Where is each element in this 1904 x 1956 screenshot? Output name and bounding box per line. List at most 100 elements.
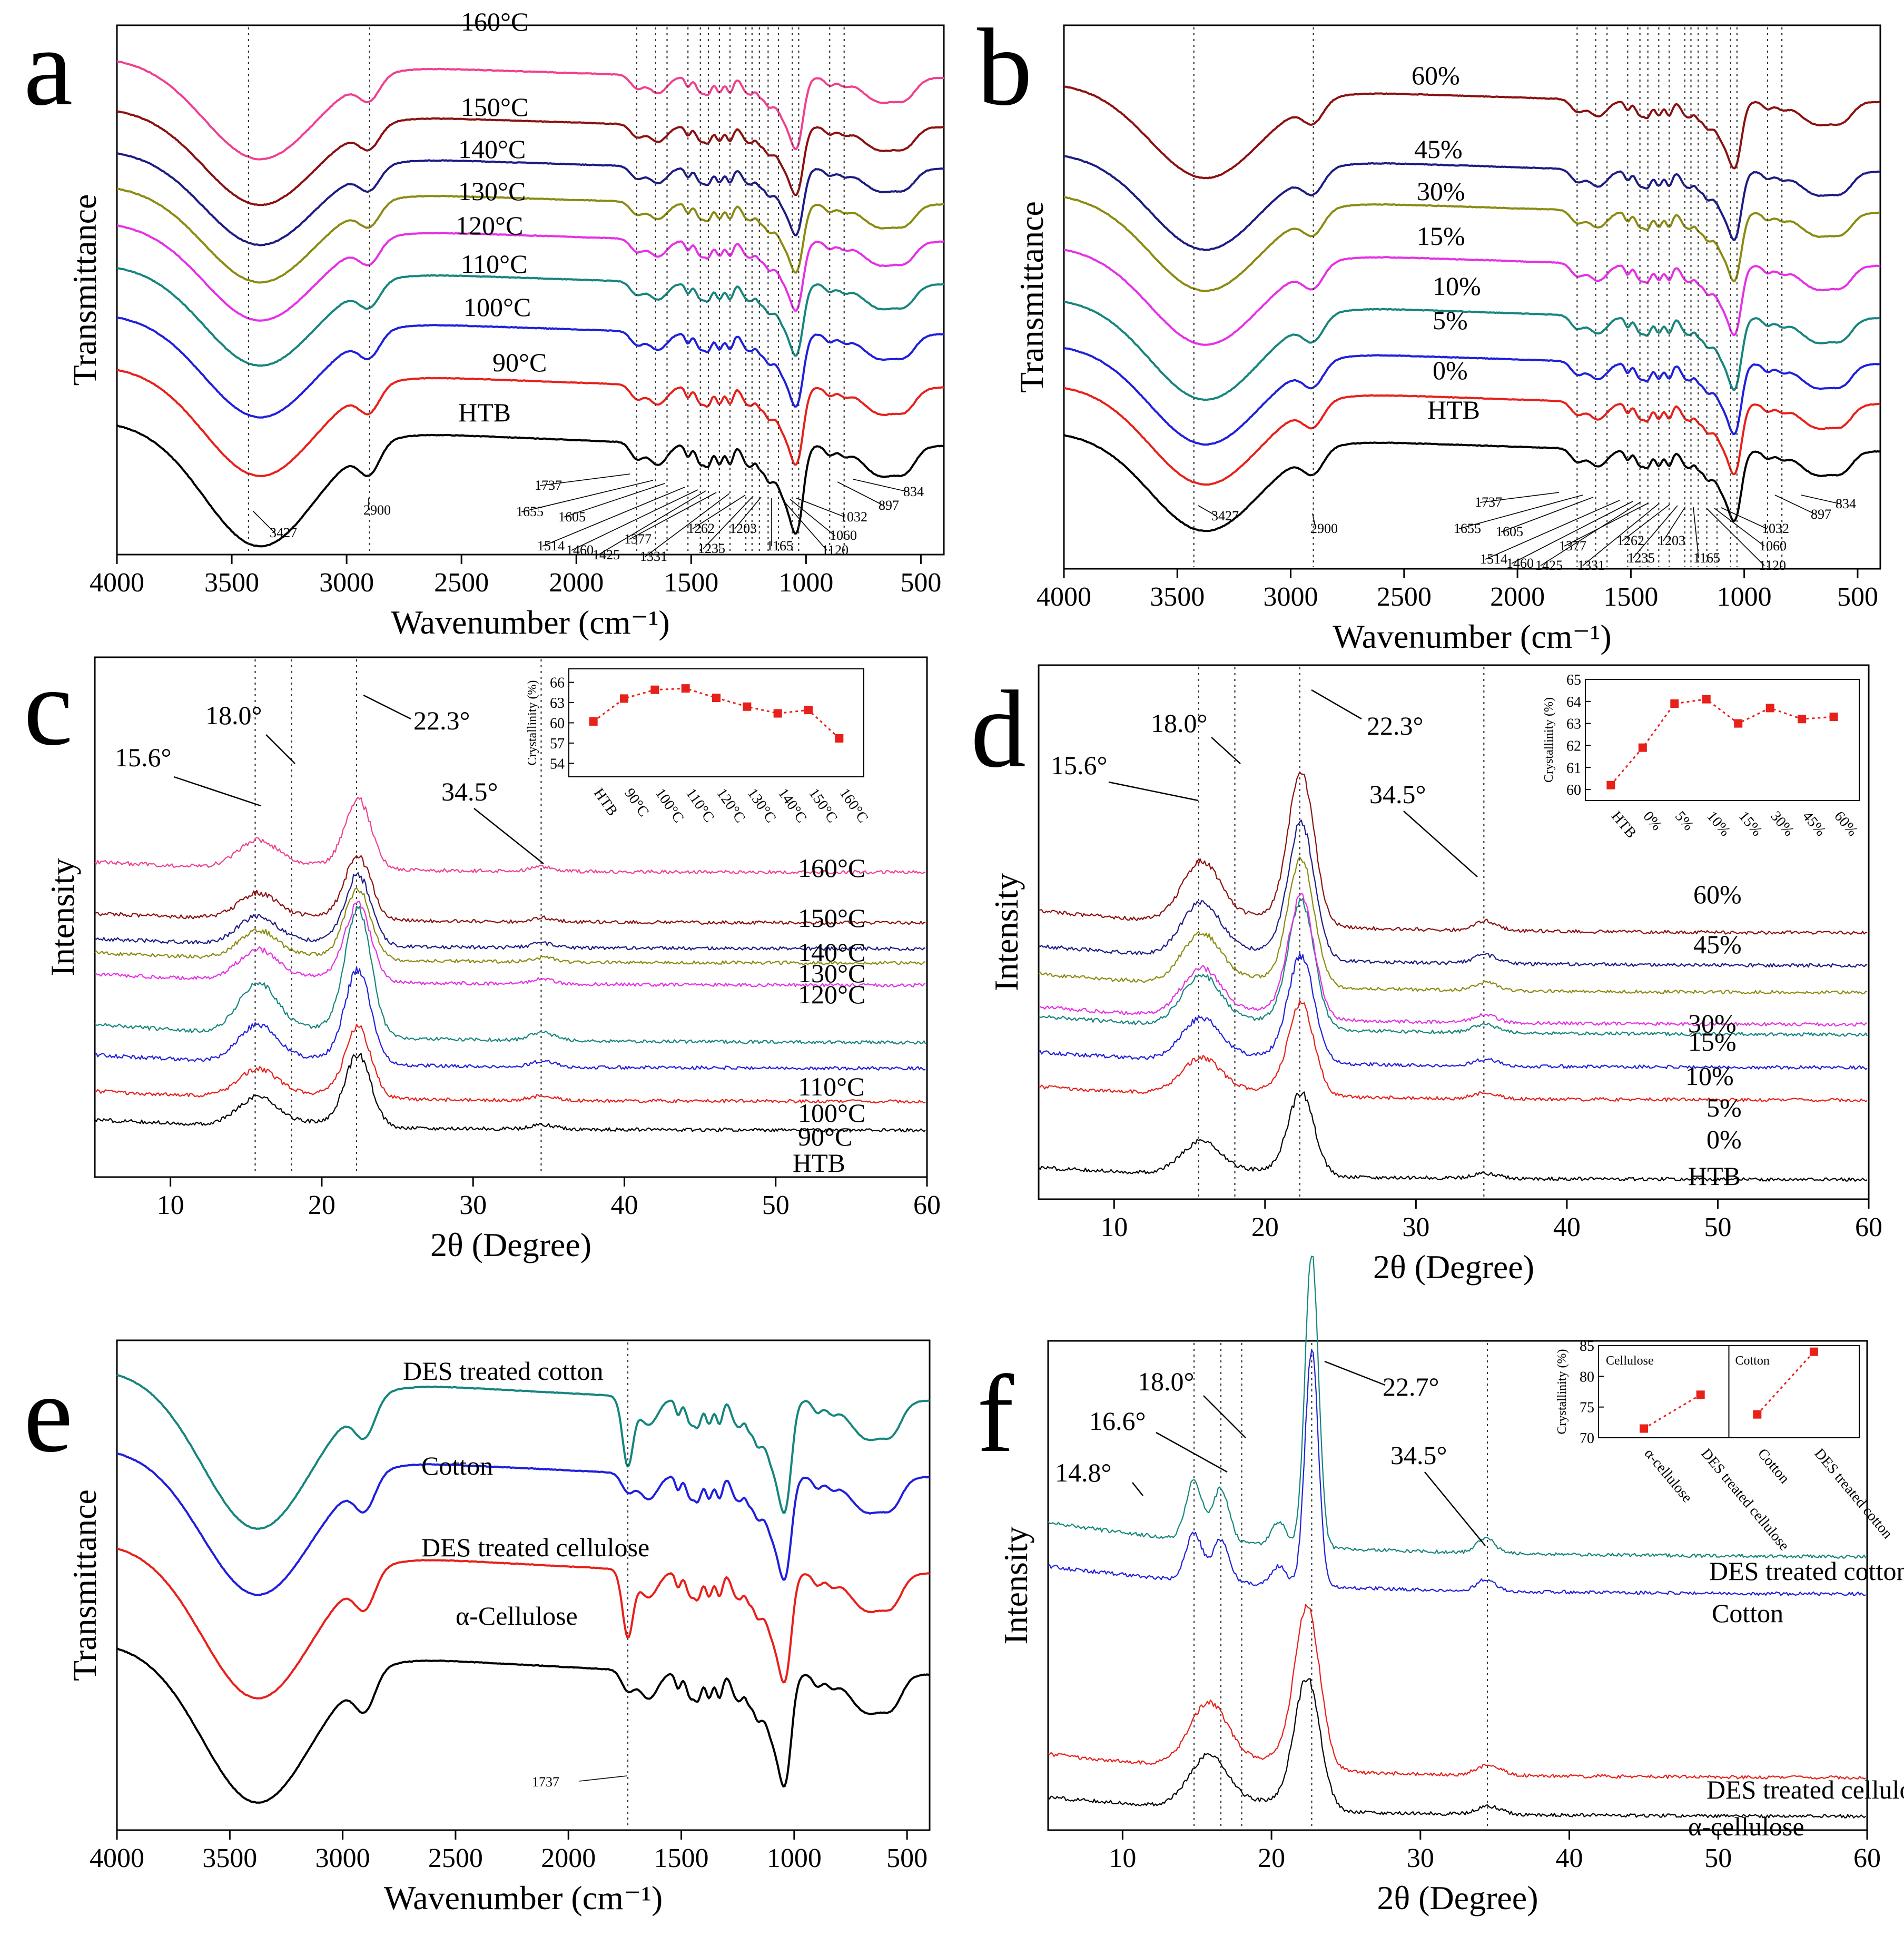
peak-leader bbox=[1203, 1395, 1246, 1438]
inset-y-label: Crystallinity (%) bbox=[1542, 697, 1556, 783]
inset-y-tick-label: 61 bbox=[1566, 760, 1581, 776]
x-axis-label: 2θ (Degree) bbox=[1373, 1248, 1534, 1286]
inset-x-tick-label: 0% bbox=[1640, 808, 1665, 834]
series-label: DES treated cellulose bbox=[1706, 1775, 1904, 1804]
series-line-4 bbox=[1063, 249, 1881, 346]
peak-leader bbox=[1582, 503, 1660, 566]
peak-label: 1235 bbox=[1627, 550, 1655, 566]
peak-leader bbox=[539, 473, 630, 486]
inset-y-tick-label: 75 bbox=[1580, 1400, 1594, 1416]
inset-point bbox=[1753, 1410, 1762, 1419]
series-line-0 bbox=[1063, 434, 1881, 532]
x-axis-label: Wavenumber (cm⁻¹) bbox=[384, 1879, 663, 1917]
x-tick-label: 3500 bbox=[202, 1843, 257, 1873]
x-tick-label: 2000 bbox=[1490, 582, 1545, 612]
peak-leader bbox=[837, 481, 884, 506]
peak-leader bbox=[645, 493, 730, 557]
inset-x-tick-label: 100°C bbox=[652, 785, 687, 826]
series-label: HTB bbox=[1427, 395, 1480, 424]
x-tick-label: 2500 bbox=[1377, 582, 1432, 612]
inset-point bbox=[1640, 1424, 1649, 1433]
peak-label: 1331 bbox=[640, 549, 667, 564]
peak-label: 1165 bbox=[766, 538, 793, 554]
series-line-3 bbox=[116, 266, 944, 367]
x-tick-label: 500 bbox=[1837, 582, 1878, 612]
peak-leader bbox=[734, 497, 762, 529]
peak-leader bbox=[1632, 505, 1678, 559]
x-tick-label: 3500 bbox=[204, 568, 259, 598]
series-line-2 bbox=[116, 316, 944, 419]
inset-x-tick-label: 60% bbox=[1831, 808, 1861, 839]
inset-group-label: Cellulose bbox=[1606, 1354, 1654, 1368]
peak-leader bbox=[363, 694, 411, 720]
series-line-5 bbox=[1063, 196, 1880, 292]
series-label: α-Cellulose bbox=[456, 1601, 578, 1631]
plot-frame bbox=[1047, 1340, 1868, 1831]
x-tick-label: 3000 bbox=[319, 568, 374, 598]
series-line-3 bbox=[1063, 300, 1881, 401]
x-axis-label: Wavenumber (cm⁻¹) bbox=[391, 604, 669, 641]
peak-label: 34.5° bbox=[1390, 1440, 1447, 1470]
inset-point bbox=[589, 717, 598, 726]
x-tick-label: 40 bbox=[610, 1190, 638, 1220]
series-label: 0% bbox=[1706, 1124, 1742, 1154]
panel-label: c bbox=[24, 646, 73, 768]
peak-label: 1120 bbox=[822, 542, 849, 558]
inset-x-tick-label: 110°C bbox=[683, 785, 717, 825]
series-line-3 bbox=[1048, 1256, 1867, 1559]
series-label: 60% bbox=[1412, 61, 1460, 90]
x-tick-label: 60 bbox=[1853, 1843, 1881, 1873]
series-label: HTB bbox=[1688, 1161, 1741, 1191]
peak-label: 834 bbox=[903, 484, 924, 499]
inset-y-tick-label: 64 bbox=[1566, 694, 1581, 710]
series-label: HTB bbox=[793, 1148, 845, 1178]
peak-label: 18.0° bbox=[1151, 708, 1208, 738]
peak-leader bbox=[473, 808, 544, 864]
series-line-3 bbox=[116, 1374, 930, 1530]
series-line-1 bbox=[1038, 1000, 1868, 1102]
peak-label: 1060 bbox=[1759, 538, 1787, 554]
series-label: 30% bbox=[1417, 176, 1465, 206]
series-line-6 bbox=[1063, 155, 1881, 251]
inset-y-tick-label: 60 bbox=[1566, 782, 1581, 798]
x-tick-label: 2500 bbox=[428, 1843, 483, 1873]
peak-leader bbox=[1311, 689, 1362, 720]
series-label: DES treated cotton bbox=[1709, 1556, 1904, 1586]
inset-point bbox=[1734, 719, 1743, 728]
peak-leader bbox=[1721, 507, 1768, 529]
peak-label: 1060 bbox=[830, 528, 857, 543]
peak-leader bbox=[1693, 507, 1699, 559]
series-line-5 bbox=[116, 187, 944, 284]
inset-point bbox=[835, 734, 844, 743]
inset-y-tick-label: 63 bbox=[1566, 716, 1581, 733]
inset-group-label: Cotton bbox=[1735, 1354, 1770, 1368]
x-tick-label: 3000 bbox=[315, 1843, 370, 1873]
peak-leader bbox=[703, 496, 754, 549]
y-axis-label: Intensity bbox=[44, 858, 81, 976]
series-line-5 bbox=[94, 887, 926, 965]
peak-leader bbox=[265, 734, 295, 764]
peak-label: 1425 bbox=[1535, 558, 1563, 573]
series-line-5 bbox=[1038, 856, 1868, 995]
inset-x-tick-label: 5% bbox=[1672, 808, 1697, 834]
peak-leader bbox=[692, 495, 746, 529]
peak-label: 16.6° bbox=[1089, 1406, 1146, 1436]
peak-label: 1737 bbox=[1475, 495, 1502, 510]
series-label: 45% bbox=[1693, 930, 1742, 959]
series-label: 15% bbox=[1688, 1027, 1737, 1056]
peak-label: 1605 bbox=[1496, 524, 1523, 539]
series-label: 10% bbox=[1685, 1061, 1734, 1091]
series-label: 160°C bbox=[798, 853, 865, 883]
peak-label: 897 bbox=[1811, 507, 1831, 522]
peak-label: 1203 bbox=[1658, 533, 1685, 548]
inset-x-tick-label: 130°C bbox=[744, 785, 780, 826]
peak-leader bbox=[1540, 501, 1641, 566]
inset-connector bbox=[1757, 1351, 1815, 1415]
peak-leader bbox=[1132, 1482, 1143, 1496]
x-tick-label: 500 bbox=[900, 568, 941, 598]
series-label: 5% bbox=[1706, 1093, 1742, 1122]
x-tick-label: 40 bbox=[1556, 1843, 1583, 1873]
series-label: 60% bbox=[1693, 880, 1742, 909]
